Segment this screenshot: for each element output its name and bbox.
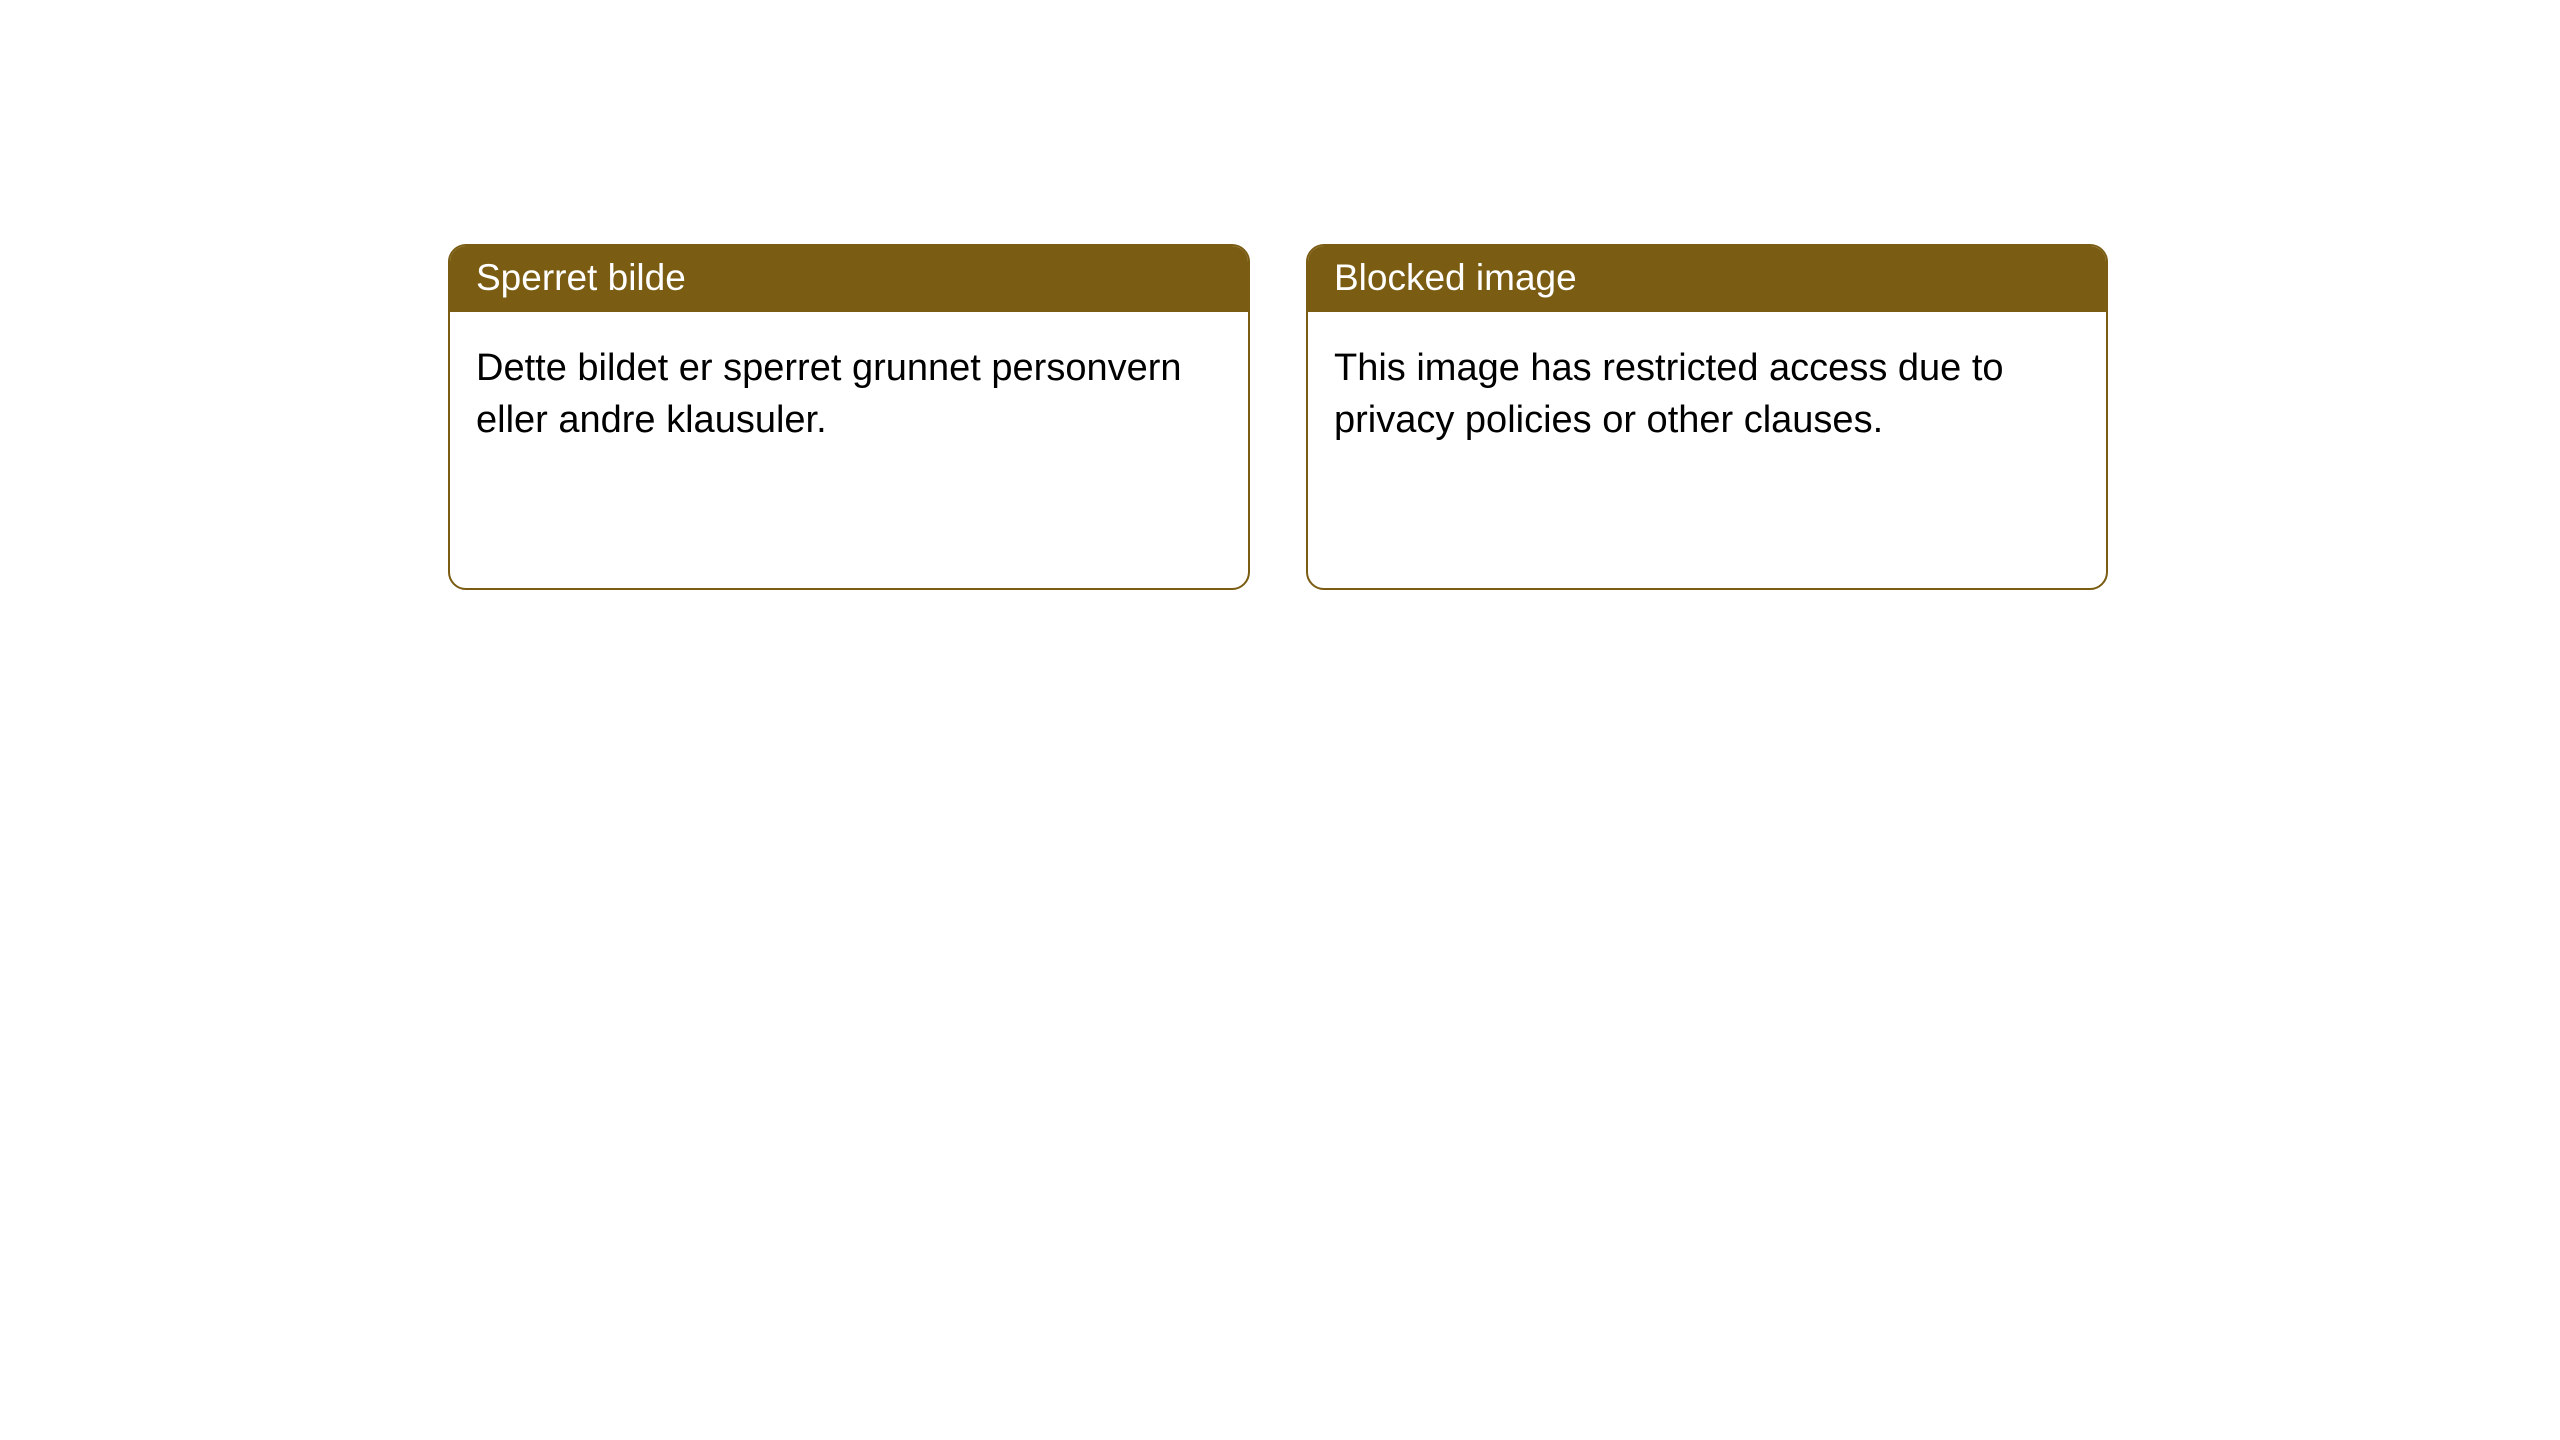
notice-card-english: Blocked image This image has restricted … (1306, 244, 2108, 590)
notice-container: Sperret bilde Dette bildet er sperret gr… (0, 0, 2560, 590)
notice-title: Blocked image (1308, 246, 2106, 312)
notice-body: This image has restricted access due to … (1308, 312, 2106, 588)
notice-body: Dette bildet er sperret grunnet personve… (450, 312, 1248, 588)
notice-title: Sperret bilde (450, 246, 1248, 312)
notice-card-norwegian: Sperret bilde Dette bildet er sperret gr… (448, 244, 1250, 590)
